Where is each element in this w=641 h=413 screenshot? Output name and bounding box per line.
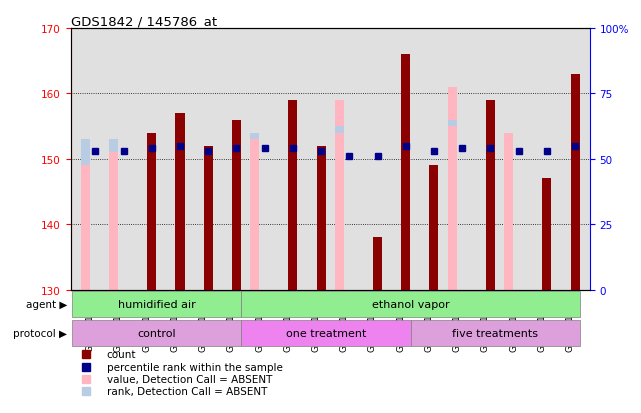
FancyBboxPatch shape xyxy=(241,291,580,317)
FancyBboxPatch shape xyxy=(72,320,241,346)
Bar xyxy=(232,120,241,290)
Bar xyxy=(147,133,156,290)
Text: control: control xyxy=(137,328,176,338)
Bar xyxy=(109,153,118,290)
Text: value, Detection Call = ABSENT: value, Detection Call = ABSENT xyxy=(107,374,272,384)
Text: five treatments: five treatments xyxy=(452,328,538,338)
Bar xyxy=(542,179,551,290)
Bar xyxy=(250,133,259,140)
Bar xyxy=(288,101,297,290)
Bar xyxy=(109,140,118,153)
Bar xyxy=(335,101,344,290)
Text: one treatment: one treatment xyxy=(286,328,366,338)
FancyBboxPatch shape xyxy=(72,291,241,317)
Text: ethanol vapor: ethanol vapor xyxy=(372,299,449,309)
Bar xyxy=(429,166,438,290)
Bar xyxy=(373,238,382,290)
Text: humidified air: humidified air xyxy=(118,299,196,309)
Bar xyxy=(570,75,579,290)
Text: protocol ▶: protocol ▶ xyxy=(13,328,67,338)
Bar xyxy=(81,140,90,166)
Bar xyxy=(204,146,213,290)
Text: percentile rank within the sample: percentile rank within the sample xyxy=(107,362,283,372)
Text: agent ▶: agent ▶ xyxy=(26,299,67,309)
Bar xyxy=(504,133,513,290)
Bar xyxy=(401,55,410,290)
Text: count: count xyxy=(107,349,137,359)
Bar xyxy=(447,88,456,290)
FancyBboxPatch shape xyxy=(241,320,410,346)
FancyBboxPatch shape xyxy=(410,320,580,346)
Text: rank, Detection Call = ABSENT: rank, Detection Call = ABSENT xyxy=(107,386,267,396)
Bar xyxy=(447,120,456,127)
Bar xyxy=(335,127,344,133)
Bar xyxy=(486,101,495,290)
Bar xyxy=(250,140,259,290)
Bar xyxy=(317,146,326,290)
Text: GDS1842 / 145786_at: GDS1842 / 145786_at xyxy=(71,15,217,28)
Bar xyxy=(176,114,185,290)
Bar xyxy=(81,166,90,290)
